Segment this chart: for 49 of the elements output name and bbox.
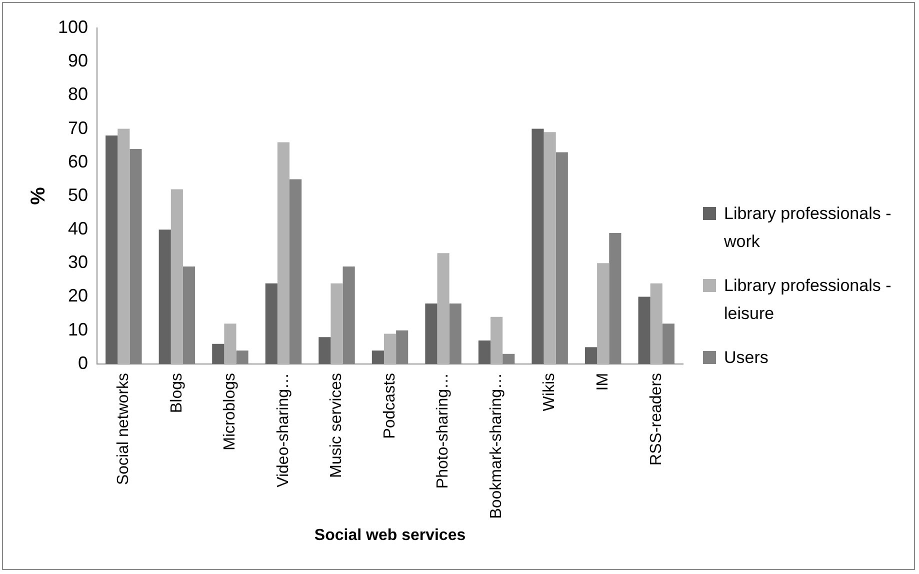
- x-tick-label: Music services: [328, 372, 346, 478]
- y-tick-label: 100: [58, 16, 88, 37]
- bar: [170, 189, 183, 364]
- bar: [330, 283, 343, 364]
- x-tick-label: Social networks: [115, 372, 132, 486]
- y-tick-label: 80: [68, 84, 88, 104]
- x-tick-label: Blogs: [168, 372, 186, 414]
- legend-label: Library professionals - leisure: [724, 275, 892, 325]
- x-tick-label: Photo-sharing…: [434, 372, 452, 489]
- x-tick-label: RSS-readers: [648, 372, 665, 466]
- bar: [437, 253, 450, 364]
- bar: [650, 283, 662, 364]
- bar: [106, 136, 118, 364]
- bar: [425, 303, 438, 364]
- bar: [478, 340, 491, 364]
- bar: [318, 337, 331, 364]
- bar: [584, 347, 598, 364]
- y-tick-label: 0: [78, 352, 88, 373]
- bar: [384, 334, 396, 364]
- x-tick-label: IM: [594, 372, 612, 391]
- bar: [277, 142, 290, 364]
- legend-label: Library professionals - work: [724, 203, 892, 253]
- y-tick-label: 60: [68, 151, 88, 172]
- bar: [638, 296, 650, 364]
- x-tick-label: Wikis: [541, 372, 558, 412]
- bar: [532, 128, 544, 364]
- x-tick-label: Podcasts: [381, 372, 398, 439]
- x-tick-label: Microblogs: [222, 372, 239, 450]
- bar: [544, 132, 556, 364]
- x-tick-label: Video-sharing…: [274, 372, 292, 488]
- bar: [224, 324, 236, 364]
- x-tick-label: Bookmark-sharing…: [488, 372, 505, 519]
- bar: [490, 316, 503, 364]
- y-tick-label: 10: [68, 319, 88, 340]
- y-tick-label: 50: [68, 184, 88, 205]
- bar: [265, 283, 278, 364]
- y-tick-label: 40: [68, 218, 88, 239]
- legend-label: Users: [724, 347, 768, 369]
- y-axis-title: %: [28, 186, 50, 205]
- bar: [118, 128, 130, 364]
- bar: [212, 344, 224, 364]
- y-tick-label: 70: [68, 118, 88, 138]
- x-axis-title: Social web services: [314, 526, 466, 544]
- y-tick-label: 20: [68, 286, 88, 306]
- bar: [597, 263, 610, 364]
- y-tick-label: 30: [68, 252, 88, 272]
- bar: [372, 350, 384, 364]
- bar: [158, 230, 171, 364]
- y-tick-label: 90: [68, 50, 88, 71]
